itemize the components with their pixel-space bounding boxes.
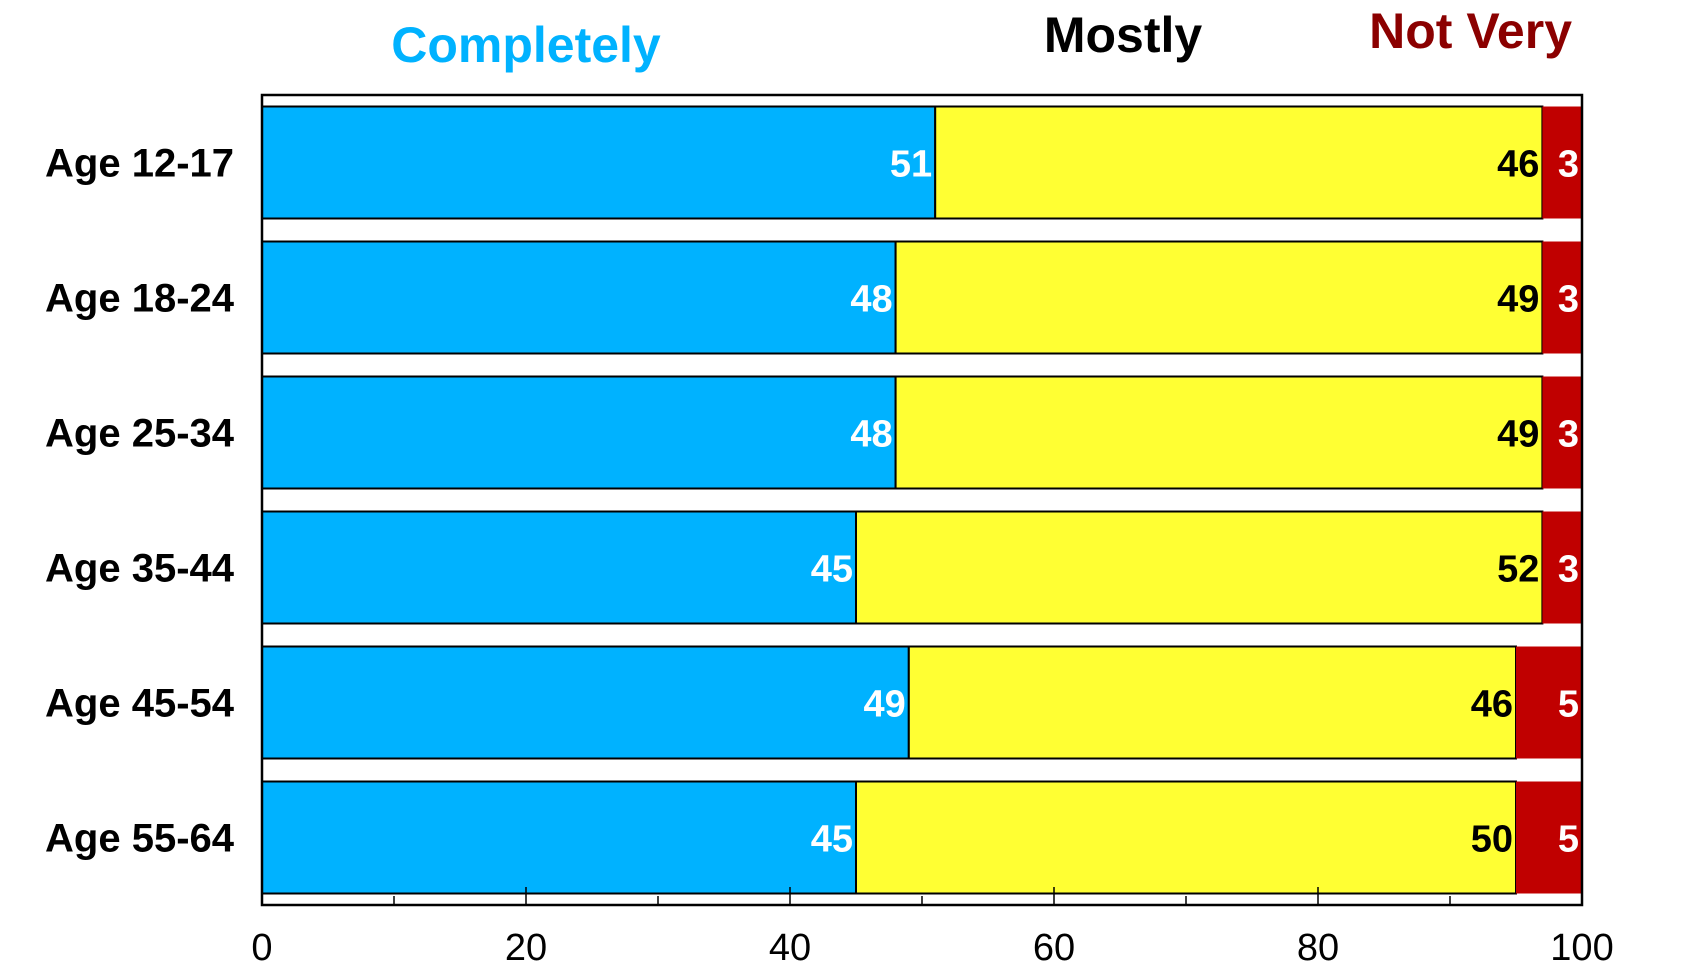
bar-segment-mostly [894,240,1544,355]
category-label: Age 55-64 [45,817,235,861]
bar-segment-completely [261,240,897,355]
x-axis: 0 20 40 60 80 100 [251,887,1614,969]
value-label-mostly: 46 [1471,684,1513,726]
x-tick-label: 0 [251,927,272,969]
bar-segment-not-very [1542,376,1582,489]
bar-segment-not-very [1516,781,1582,894]
category-label: Age 45-54 [45,682,235,726]
x-tick-label: 100 [1550,927,1613,969]
legend-completely: Completely [391,17,661,73]
x-tick-label: 40 [769,927,811,969]
bar-segment-mostly [907,645,1517,760]
bar-segment-not-very [1542,241,1582,354]
category-label: Age 18-24 [45,277,235,321]
value-label-completely: 48 [850,414,892,456]
category-label: Age 25-34 [45,412,235,456]
x-tick-label: 60 [1033,927,1075,969]
value-labels-group: 51 46 3 48 49 3 48 49 3 45 52 3 49 46 5 45 50 5 [811,144,1579,861]
value-label-mostly: 46 [1497,144,1539,186]
bar-segment-not-very [1516,646,1582,759]
value-label-not-very: 3 [1558,279,1579,321]
bar-segment-completely [261,105,937,220]
value-label-not-very: 5 [1558,819,1579,861]
category-label: Age 12-17 [45,142,234,186]
legend: Completely Mostly Not Very [391,3,1572,73]
bar-segment-mostly [855,780,1517,895]
legend-mostly: Mostly [1044,7,1203,63]
value-label-mostly: 50 [1471,819,1513,861]
value-label-not-very: 3 [1558,414,1579,456]
bar-segment-mostly [855,510,1544,625]
value-label-completely: 49 [864,684,906,726]
value-label-completely: 45 [811,549,853,591]
value-label-not-very: 5 [1558,684,1579,726]
bar-segment-not-very [1542,511,1582,624]
bars-group [261,105,1582,895]
category-label: Age 35-44 [45,547,235,591]
bar-segment-mostly [934,105,1544,220]
value-label-mostly: 49 [1497,279,1539,321]
bar-segment-completely [261,645,910,760]
value-label-not-very: 3 [1558,144,1579,186]
bar-segment-completely [261,375,897,490]
category-labels-group: Age 12-17 Age 18-24 Age 25-34 Age 35-44 Age … [45,142,235,861]
value-label-mostly: 52 [1497,549,1539,591]
value-label-completely: 48 [850,279,892,321]
value-label-completely: 51 [890,144,932,186]
bar-segment-not-very [1542,106,1582,219]
value-label-not-very: 3 [1558,549,1579,591]
bar-segment-completely [261,780,857,895]
legend-not-very: Not Very [1369,3,1572,59]
value-label-mostly: 49 [1497,414,1539,456]
x-tick-label: 80 [1297,927,1339,969]
bar-segment-completely [261,510,857,625]
bar-segment-mostly [894,375,1544,490]
x-tick-label: 20 [505,927,547,969]
value-label-completely: 45 [811,819,853,861]
